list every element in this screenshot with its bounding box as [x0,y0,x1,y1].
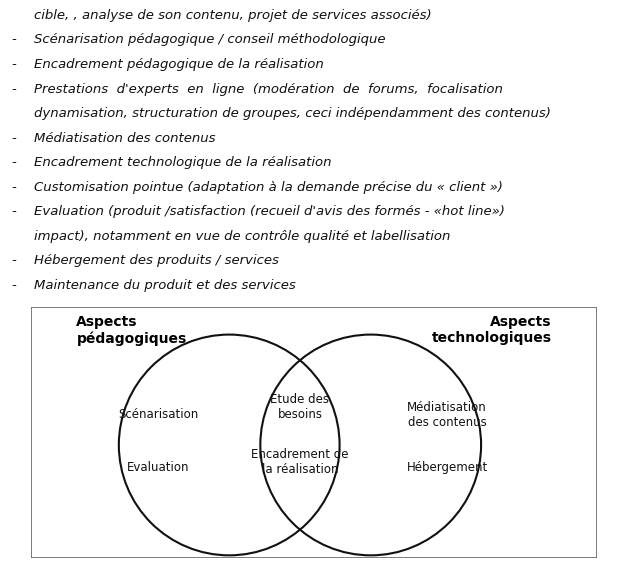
Text: -: - [11,181,16,194]
Text: -: - [11,279,16,292]
Text: Customisation pointue (adaptation à la demande précise du « client »): Customisation pointue (adaptation à la d… [34,181,503,194]
Text: -: - [11,205,16,218]
Text: -: - [11,131,16,145]
Text: -: - [11,156,16,169]
Text: dynamisation, structuration de groupes, ceci indépendamment des contenus): dynamisation, structuration de groupes, … [34,107,551,120]
Text: Maintenance du produit et des services: Maintenance du produit et des services [34,279,296,292]
Text: Aspects
technologiques: Aspects technologiques [432,315,552,345]
Text: Scénarisation pédagogique / conseil méthodologique: Scénarisation pédagogique / conseil méth… [34,34,386,47]
Text: Encadrement de
la réalisation: Encadrement de la réalisation [251,448,349,476]
Text: Aspects
pédagogiques: Aspects pédagogiques [77,315,187,345]
Text: Evaluation: Evaluation [128,461,190,474]
Text: Encadrement pédagogique de la réalisation: Encadrement pédagogique de la réalisatio… [34,58,324,71]
Text: Scénarisation: Scénarisation [118,409,198,422]
Text: -: - [11,83,16,96]
Text: Encadrement technologique de la réalisation: Encadrement technologique de la réalisat… [34,156,332,169]
Text: -: - [11,254,16,267]
Text: impact), notamment en vue de contrôle qualité et labellisation: impact), notamment en vue de contrôle qu… [34,230,450,243]
Text: Hébergement des produits / services: Hébergement des produits / services [34,254,279,267]
Text: Médiatisation des contenus: Médiatisation des contenus [34,131,216,145]
Text: cible, , analyse de son contenu, projet de services associés): cible, , analyse de son contenu, projet … [34,9,432,22]
Text: -: - [11,58,16,71]
Text: Médiatisation
des contenus: Médiatisation des contenus [407,401,487,429]
Text: Hébergement: Hébergement [407,461,488,474]
Text: -: - [11,34,16,47]
Text: Etude des
besoins: Etude des besoins [271,393,330,422]
Text: Prestations  d'experts  en  ligne  (modération  de  forums,  focalisation: Prestations d'experts en ligne (modérati… [34,83,503,96]
Text: Evaluation (produit /satisfaction (recueil d'avis des formés - «hot line»): Evaluation (produit /satisfaction (recue… [34,205,505,218]
